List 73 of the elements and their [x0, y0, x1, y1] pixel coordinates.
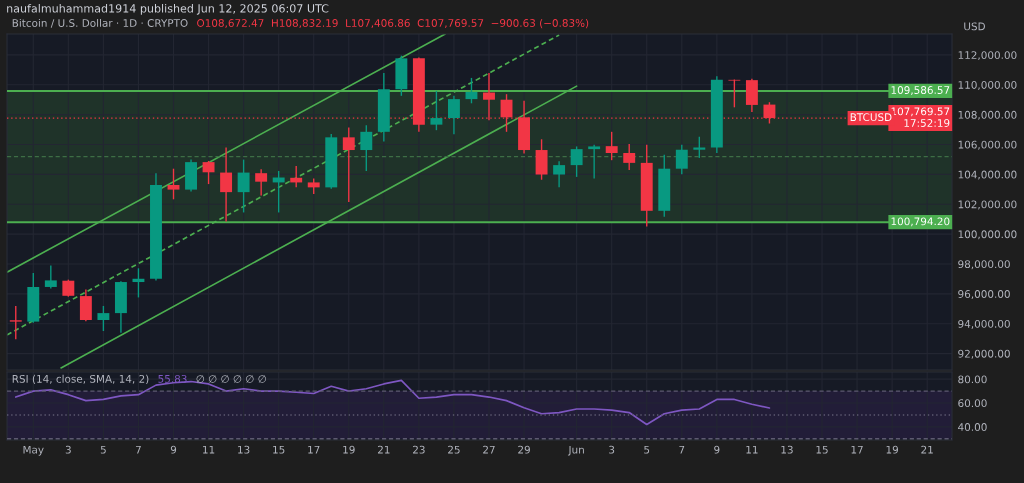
candlestick: [167, 168, 180, 201]
x-tick-label: 27: [483, 445, 495, 454]
x-tick-label: 19: [886, 445, 899, 454]
chart-subtitle: naufalmuhammad1914 published Jun 12, 2025 06:07 UTC: [7, 4, 329, 15]
candlestick: [430, 90, 443, 131]
candlestick: [728, 78, 741, 109]
y-tick-label: 112,000.00: [958, 51, 1017, 61]
x-tick-label: 17: [308, 445, 320, 454]
candlestick: [623, 143, 636, 171]
y-tick-label: 98,000.00: [958, 260, 1010, 270]
y-tick-label: 96,000.00: [958, 290, 1010, 300]
y-tick-label: 40.00: [958, 423, 987, 431]
y-tick-label: 102,000.00: [958, 200, 1017, 210]
chart-title: Bitcoin / U.S. Dollar · 1D · CRYPTO: [12, 18, 188, 28]
candlestick: [675, 144, 688, 175]
text: O108,672.47 H108,832.19 L107,406.86 C107,769.57 −900.63 (−0.83%): [197, 18, 589, 29]
x-tick-label: 3: [609, 445, 615, 454]
candlestick: [465, 77, 478, 104]
y-axis-title: USD: [964, 22, 985, 31]
candlestick: [605, 131, 618, 161]
x-tick-label: 21: [377, 445, 390, 454]
ref-line-label: 107,769.57 17:52:19: [891, 107, 950, 127]
candlestick: [360, 124, 373, 172]
candlestick: [447, 95, 460, 136]
candlestick: [79, 288, 92, 322]
candlestick: [220, 146, 233, 223]
x-tick-label: 7: [679, 445, 685, 454]
y-tick-label: 106,000.00: [958, 140, 1017, 150]
candlestick: [588, 144, 601, 180]
ref-line-label: 100,794.20: [891, 217, 950, 227]
candlestick: [342, 126, 355, 203]
candlestick: [202, 160, 215, 185]
x-tick-label: 11: [746, 445, 758, 454]
chart-title: RSI (14, close, SMA, 14, 2): [12, 374, 149, 385]
x-tick-label: 17: [851, 445, 863, 454]
y-tick-label: 110,000.00: [958, 81, 1017, 90]
annotation: ∅ ∅ ∅ ∅ ∅ ∅: [196, 375, 266, 383]
annotation: BTCUSD: [850, 113, 892, 122]
x-tick-label: 11: [203, 445, 215, 454]
y-tick-label: 60.00: [958, 399, 987, 408]
candlestick: [553, 160, 566, 189]
candlestick: [255, 168, 268, 197]
candlestick: [693, 136, 706, 159]
y-tick-label: 92,000.00: [958, 349, 1010, 359]
x-tick-label: 23: [413, 445, 425, 454]
x-tick-label: 13: [238, 445, 250, 454]
x-tick-label: 9: [170, 445, 177, 454]
x-tick-label: 13: [781, 445, 793, 454]
x-tick-label: Jun: [567, 445, 584, 456]
candlestick: [237, 158, 250, 214]
x-tick-label: 9: [714, 445, 720, 454]
x-tick-label: 19: [343, 445, 355, 454]
y-tick-label: 94,000.00: [958, 319, 1010, 329]
candlestick: [9, 305, 22, 340]
x-tick-label: 15: [816, 445, 828, 454]
y-tick-label: 108,000.00: [958, 110, 1017, 120]
candlestick: [97, 305, 110, 332]
ref-line-label: 109,586.57: [891, 86, 950, 96]
x-tick-label: 3: [65, 445, 71, 454]
x-tick-label: 5: [644, 445, 650, 454]
y-tick-label: 104,000.00: [958, 170, 1017, 180]
candlestick: [44, 264, 57, 290]
x-tick-label: 21: [921, 445, 933, 454]
x-tick-label: 5: [100, 445, 106, 454]
candlestick: [132, 267, 145, 299]
candlestick: [570, 145, 583, 178]
x-tick-label: 29: [518, 445, 530, 454]
y-tick-label: 80.00: [958, 375, 987, 384]
x-tick-label: 7: [135, 445, 141, 454]
x-tick-label: 25: [448, 445, 460, 454]
x-tick-label: May: [23, 445, 44, 456]
x-tick-label: 15: [273, 445, 285, 454]
y-tick-label: 100,000.00: [958, 230, 1017, 240]
